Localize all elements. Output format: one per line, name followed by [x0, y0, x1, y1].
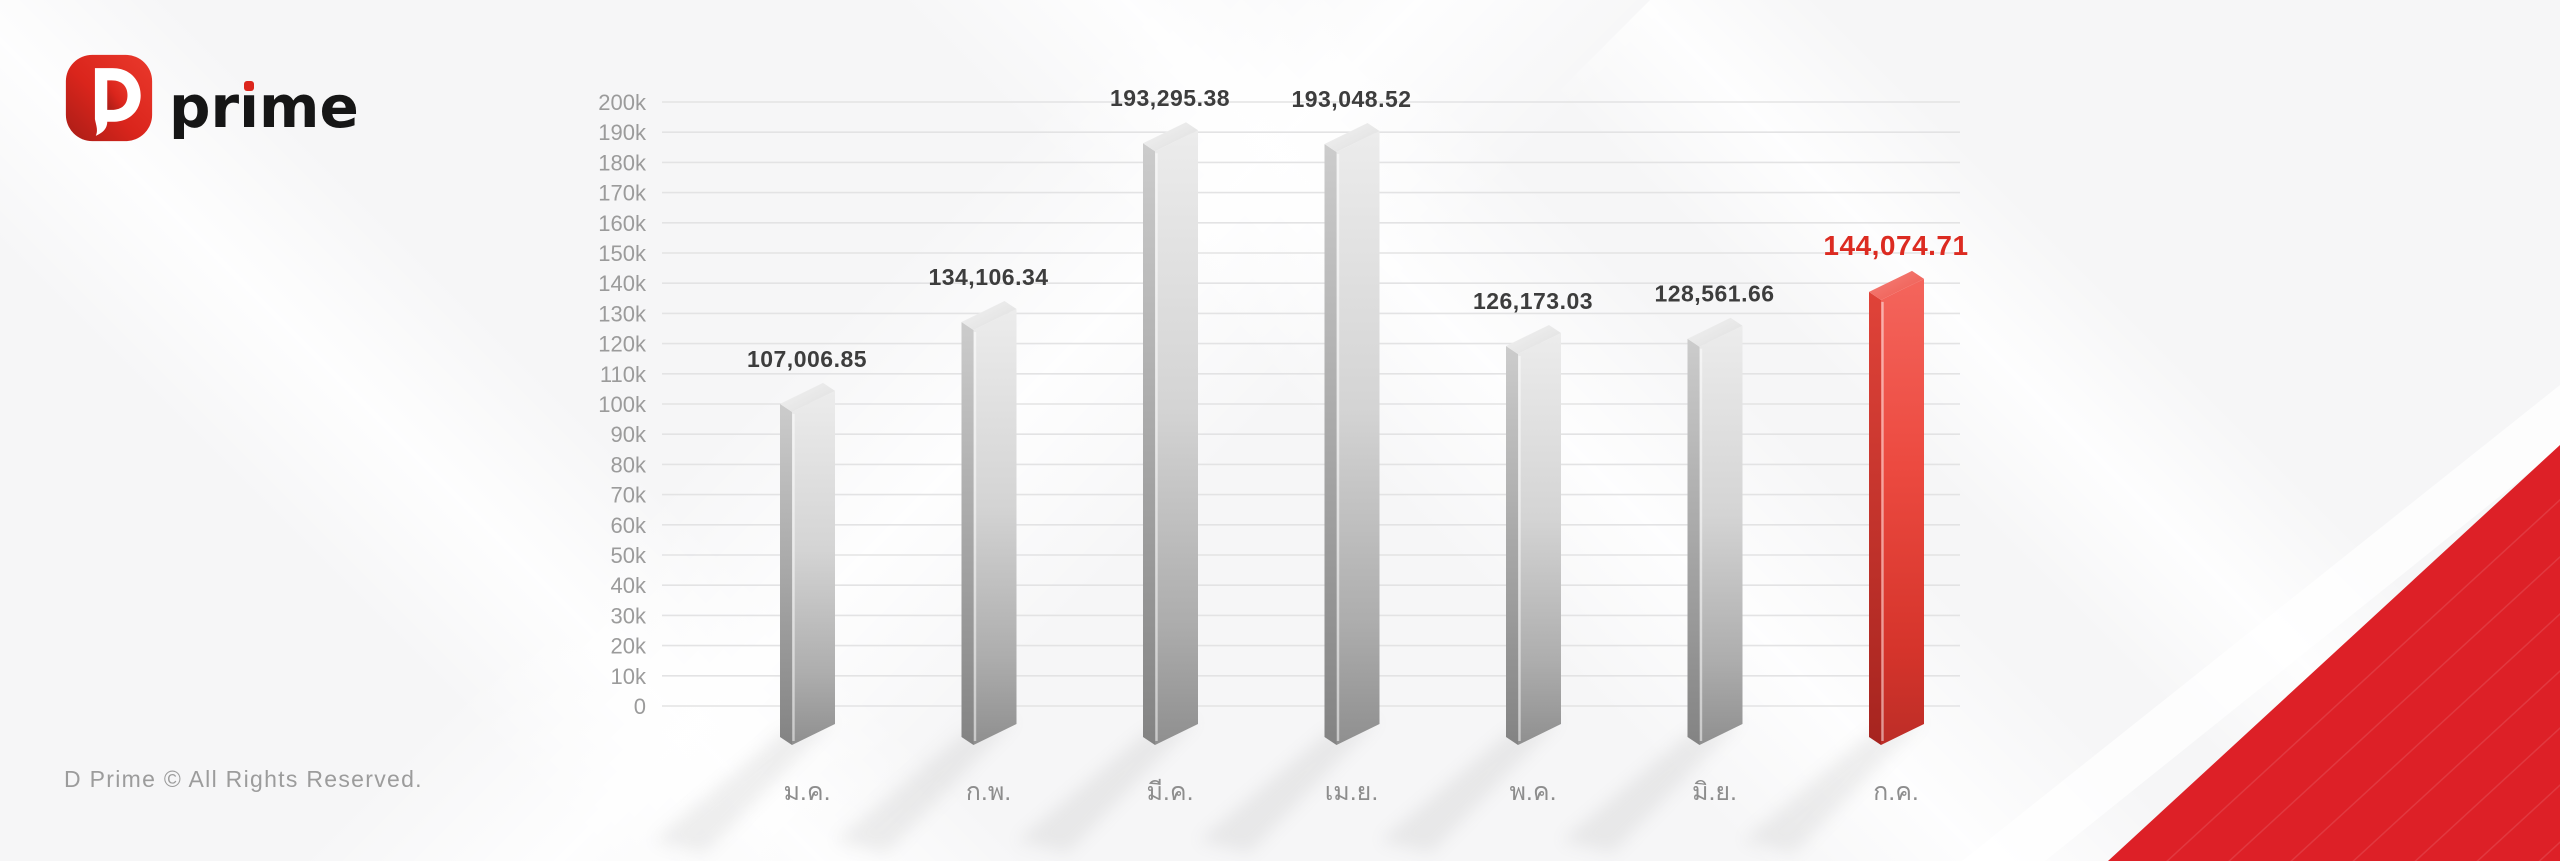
x-axis-category-label: มิ.ย. — [1692, 778, 1737, 806]
bar-value-label: 128,561.66 — [1654, 281, 1774, 307]
bar-value-label: 134,106.34 — [928, 264, 1048, 290]
brand-wordmark: pr ı me — [169, 60, 359, 136]
bar-top-face — [1143, 122, 1198, 152]
bar-value-label: 126,173.03 — [1473, 288, 1593, 314]
brand-logo: pr ı me — [64, 54, 359, 142]
bar-left-face — [1506, 345, 1518, 745]
x-axis-category-label: มี.ค. — [1146, 778, 1193, 806]
bar-value-label: 193,048.52 — [1291, 86, 1411, 112]
i-dot-accent — [244, 81, 255, 91]
y-axis-tick-label: 160k — [598, 211, 647, 236]
y-axis-tick-label: 150k — [598, 241, 647, 266]
corner-accent-highlight — [1962, 385, 2560, 861]
x-axis-category-label: ก.พ. — [966, 778, 1012, 806]
bar-left-face — [1687, 338, 1700, 745]
y-axis-tick-label: 140k — [598, 271, 647, 296]
wordmark-pre: pr — [169, 73, 240, 141]
bar-column: 126,173.03 พ.ค. — [1380, 288, 1593, 853]
y-axis-tick-label: 40k — [611, 573, 647, 598]
bar-value-label: 144,074.71 — [1823, 230, 1968, 261]
wordmark-i: ı — [239, 73, 260, 141]
y-axis-tick-label: 130k — [598, 301, 647, 326]
bar-value-label: 107,006.85 — [747, 346, 867, 372]
y-axis-tick-label: 110k — [600, 362, 647, 387]
bar-top-face — [1869, 270, 1924, 300]
bar-shadow — [1017, 719, 1198, 853]
bar-top-face — [1506, 324, 1561, 354]
bar-left-face — [1324, 143, 1337, 745]
bar-front-face — [1881, 278, 1924, 745]
y-axis-tick-label: 180k — [598, 150, 647, 175]
bar-column: 107,006.85 ม.ค. — [654, 346, 867, 853]
bar-left-face — [961, 321, 974, 745]
bar-front-face — [1155, 130, 1198, 746]
bar-column: 128,561.66 มิ.ย. — [1561, 281, 1774, 853]
bar-left-face — [780, 403, 792, 745]
x-axis-category-label: ม.ค. — [783, 778, 830, 806]
y-axis-tick-label: 100k — [598, 392, 647, 417]
bar-shadow — [1198, 719, 1380, 853]
corner-accent-stripes — [2108, 445, 2560, 861]
bar-shadow — [835, 719, 1017, 853]
y-axis-tick-label: 120k — [598, 332, 647, 357]
bar-left-face — [1869, 291, 1881, 745]
bar-shadow — [1561, 719, 1743, 853]
y-axis-tick-label: 50k — [611, 543, 647, 568]
bar-column: 134,106.34 ก.พ. — [835, 264, 1048, 853]
y-axis-tick-label: 80k — [611, 452, 647, 477]
y-axis-tick-label: 10k — [611, 664, 647, 689]
y-axis-tick-label: 0 — [634, 694, 646, 719]
y-axis-tick-label: 90k — [611, 422, 647, 447]
y-axis-tick-label: 60k — [611, 513, 647, 538]
bar-top-face — [961, 300, 1017, 330]
bar-top-face — [1687, 317, 1743, 347]
bar-shadow — [1743, 719, 1924, 853]
y-axis-tick-label: 190k — [598, 120, 647, 145]
bar-value-label: 193,295.38 — [1110, 85, 1230, 111]
bar-column-highlighted: 144,074.71 ก.ค. — [1743, 230, 1968, 853]
bar-top-face — [780, 382, 835, 412]
bar-column: 193,048.52 เม.ย. — [1198, 86, 1411, 853]
d-prime-logo-icon — [65, 54, 153, 142]
wordmark-post: me — [259, 73, 359, 141]
bar-left-face — [1143, 143, 1155, 746]
copyright-text: D Prime © All Rights Reserved. — [64, 766, 423, 792]
y-axis-tick-label: 30k — [611, 603, 647, 628]
x-axis-category-label: ก.ค. — [1873, 778, 1919, 806]
bar-front-face — [1699, 325, 1743, 745]
x-axis-category-label: เม.ย. — [1325, 778, 1379, 806]
bar-shadow — [1380, 719, 1561, 853]
bar-front-face — [792, 390, 835, 745]
y-axis-tick-label: 70k — [611, 483, 647, 508]
y-axis-tick-label: 170k — [598, 181, 647, 206]
bar-front-face — [1336, 130, 1380, 745]
x-axis-category-label: พ.ค. — [1509, 778, 1556, 806]
bar-front-face — [973, 308, 1017, 745]
bar-column: 193,295.38 มี.ค. — [1017, 85, 1230, 853]
y-axis-tick-label: 200k — [598, 90, 647, 115]
y-axis-tick-label: 20k — [611, 634, 647, 659]
bar-top-face — [1324, 122, 1380, 152]
bar-front-face — [1518, 332, 1561, 745]
bar-shadow — [654, 719, 835, 853]
